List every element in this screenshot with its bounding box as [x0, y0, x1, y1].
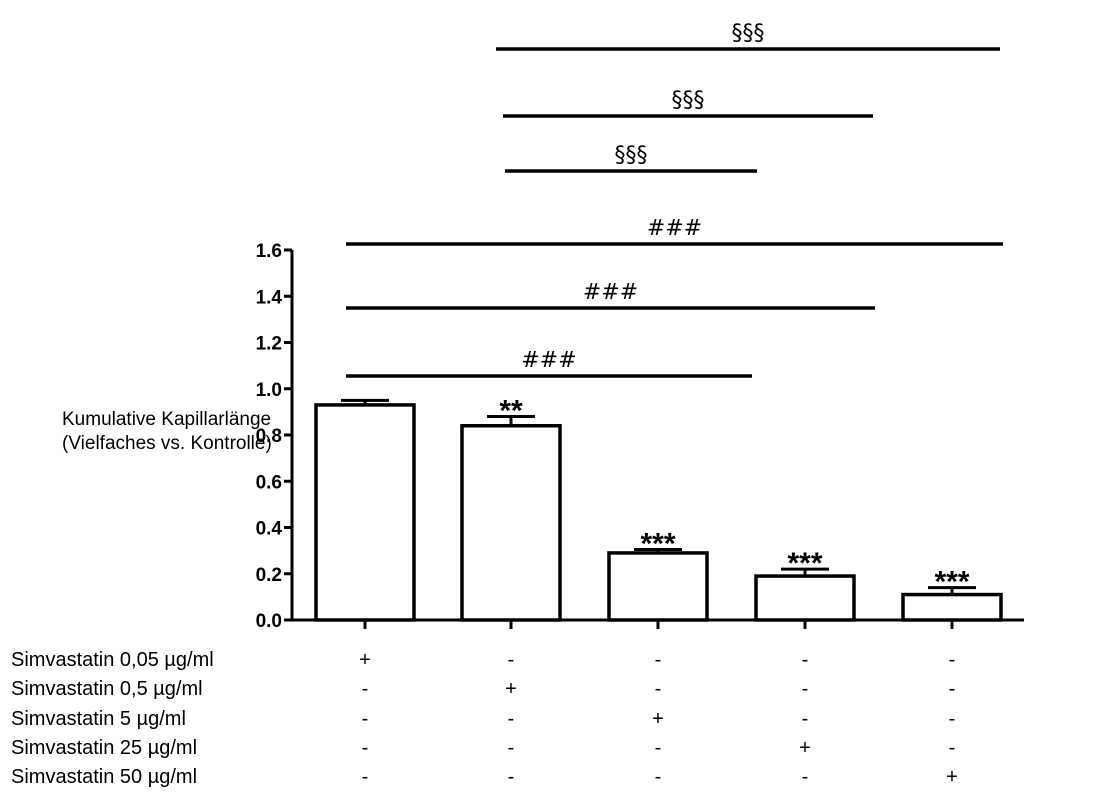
significance-stars: *** [640, 527, 675, 560]
y-axis-label: Kumulative Kapillarlänge (Vielfaches vs. … [62, 408, 272, 456]
treatment-sign: - [362, 708, 369, 730]
treatment-sign: + [799, 737, 811, 759]
treatment-sign: - [949, 678, 956, 700]
treatment-sign: + [505, 678, 517, 700]
treatment-label: Simvastatin 0,05 µg/ml [11, 649, 214, 671]
treatment-sign: - [802, 708, 809, 730]
comparison-label: ### [647, 216, 702, 241]
y-tick-label: 0.6 [256, 472, 282, 493]
treatment-sign: - [802, 766, 809, 788]
treatment-sign: - [508, 766, 515, 788]
significance-stars: *** [787, 547, 822, 580]
bar [314, 403, 416, 622]
treatment-sign: - [362, 678, 369, 700]
significance-stars: ** [499, 395, 523, 428]
y-axis-label-line-1: Kumulative Kapillarlänge [62, 409, 272, 430]
comparison-label: §§§ [732, 21, 765, 46]
treatment-sign: - [949, 708, 956, 730]
y-tick-label: 1.2 [256, 334, 282, 355]
comparison-label: §§§ [672, 88, 705, 113]
comparison-label: ### [583, 280, 638, 305]
y-axis-label-line-2: (Vielfaches vs. Kontrolle) [62, 433, 272, 454]
y-tick-label: 1.6 [256, 241, 282, 262]
treatment-sign: - [508, 708, 515, 730]
treatment-sign: + [359, 649, 371, 671]
bar [460, 424, 562, 622]
y-tick-label: 0.4 [256, 519, 283, 540]
treatment-label: Simvastatin 5 µg/ml [11, 708, 186, 730]
treatment-sign: - [949, 737, 956, 759]
treatment-sign: - [655, 678, 662, 700]
treatment-sign: - [508, 649, 515, 671]
treatment-sign: - [362, 737, 369, 759]
y-tick-label: 1.4 [256, 287, 283, 308]
comparison-label: §§§ [615, 143, 648, 168]
treatment-label: Simvastatin 25 µg/ml [11, 737, 197, 759]
treatment-label: Simvastatin 50 µg/ml [11, 766, 197, 788]
treatment-sign: - [362, 766, 369, 788]
treatment-sign: - [655, 649, 662, 671]
y-tick-label: 1.0 [256, 380, 282, 401]
treatment-sign: + [652, 708, 664, 730]
treatment-sign: - [655, 737, 662, 759]
y-tick-label: 0.2 [256, 565, 282, 586]
y-tick-label: 0.8 [256, 426, 282, 447]
treatment-sign: - [655, 766, 662, 788]
significance-stars: *** [934, 566, 969, 599]
treatment-label: Simvastatin 0,5 µg/ml [11, 678, 203, 700]
comparison-label: ### [521, 348, 576, 373]
bar [607, 551, 709, 622]
y-tick-label: 0.0 [256, 611, 282, 632]
treatment-sign: - [508, 737, 515, 759]
bar [754, 574, 856, 622]
treatment-sign: - [949, 649, 956, 671]
treatment-sign: - [802, 649, 809, 671]
treatment-sign: - [802, 678, 809, 700]
treatment-sign: + [946, 766, 958, 788]
